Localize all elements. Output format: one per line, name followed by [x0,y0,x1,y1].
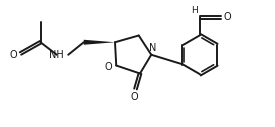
Text: H: H [191,6,198,15]
Text: N: N [149,43,156,53]
Text: O: O [104,62,112,72]
Text: NH: NH [49,50,64,60]
Text: O: O [223,12,231,22]
Text: O: O [130,92,138,102]
Text: O: O [10,50,18,60]
Polygon shape [84,40,115,45]
